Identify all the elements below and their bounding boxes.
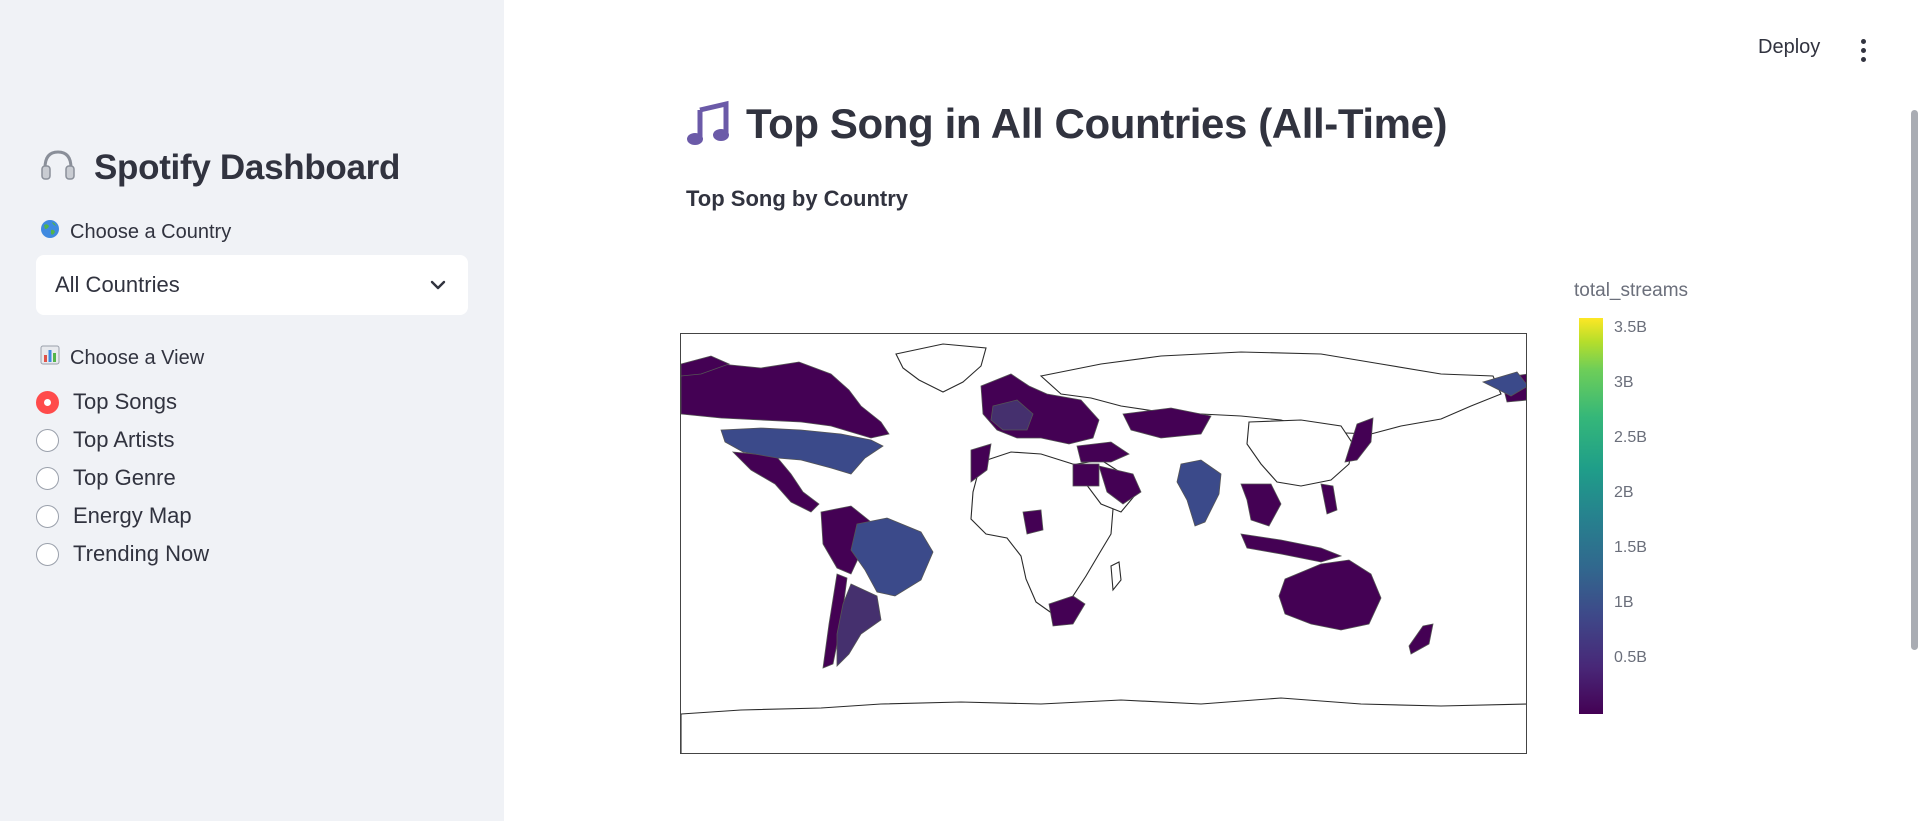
region-chile [822, 573, 848, 669]
region-kazakhstan [1122, 407, 1212, 439]
region-argentina [836, 583, 882, 667]
colorbar-tick-label: 3.5B [1614, 319, 1647, 336]
region-indonesia [1240, 533, 1343, 563]
radio-label: Energy Map [73, 503, 192, 528]
colorbar-tick-label: 1.5B [1614, 539, 1647, 556]
country-label-text: Choose a Country [70, 220, 232, 243]
region-india [1176, 459, 1222, 527]
region-western-europe [990, 399, 1034, 431]
radio-top-songs[interactable]: Top Songs [36, 383, 209, 421]
chevron-down-icon [427, 274, 449, 296]
map-svg [681, 343, 1526, 753]
region-brazil [850, 517, 934, 597]
sidebar: Spotify Dashboard Choose a Country All C… [0, 0, 504, 821]
region-nigeria [1022, 509, 1044, 535]
radio-trending-now[interactable]: Trending Now [36, 535, 209, 573]
region-united-states [720, 427, 884, 475]
country-label: Choose a Country [38, 219, 231, 245]
radio-top-artists[interactable]: Top Artists [36, 421, 209, 459]
region-saudi-arabia [1098, 465, 1142, 505]
region-middle-east [1076, 441, 1130, 463]
region-southeast-asia [1240, 483, 1282, 527]
music-note-icon [686, 100, 732, 148]
region-mexico [731, 451, 820, 513]
radio-circle[interactable] [36, 390, 59, 414]
radio-top-genre[interactable]: Top Genre [36, 459, 209, 497]
view-label: Choose a View [38, 345, 204, 371]
colorbar-tick-label: 2.5B [1614, 429, 1647, 446]
region-far-east-patch [1481, 371, 1526, 397]
deploy-button[interactable]: Deploy [1758, 36, 1821, 58]
radio-energy-map[interactable]: Energy Map [36, 497, 209, 535]
country-select[interactable]: All Countries [36, 255, 468, 315]
bar-chart-icon [38, 345, 62, 371]
region-south-africa [1048, 595, 1086, 627]
region-canada [681, 361, 890, 439]
country-select-value: All Countries [55, 272, 180, 297]
region-australia [1278, 559, 1382, 631]
colorbar-tick-label: 0.5B [1614, 649, 1647, 666]
region-alaska [681, 355, 731, 377]
colorbar-title: total_streams [1574, 280, 1689, 301]
region-japan [1344, 417, 1374, 463]
colorbar-tick-label: 1B [1614, 594, 1634, 611]
region-new-zealand [1408, 623, 1434, 655]
colorbar-tick-label: 2B [1614, 484, 1634, 501]
region-china [1246, 419, 1354, 487]
world-choropleth-map[interactable] [680, 333, 1527, 754]
sidebar-title: Spotify Dashboard [38, 145, 400, 191]
region-russia [1039, 351, 1502, 435]
view-label-text: Choose a View [70, 346, 205, 369]
colorbar-tick-label: 3B [1614, 374, 1634, 391]
radio-circle[interactable] [36, 428, 59, 452]
region-madagascar [1110, 561, 1122, 592]
page-title-text: Top Song in All Countries (All-Time) [746, 100, 1448, 147]
region-morocco [970, 443, 992, 483]
sidebar-title-text: Spotify Dashboard [94, 148, 401, 187]
view-radio-group: Top Songs Top Artists Top Genre Energy M… [36, 383, 209, 573]
radio-circle[interactable] [36, 466, 59, 490]
headphones-icon [38, 148, 78, 188]
kebab-menu-icon[interactable] [1852, 36, 1874, 64]
main-scrollbar[interactable] [1911, 110, 1918, 650]
colorbar [1579, 318, 1603, 714]
region-egypt [1072, 463, 1100, 487]
radio-label: Top Songs [73, 389, 177, 414]
chart-subheading: Top Song by Country [686, 186, 909, 211]
page-title: Top Song in All Countries (All-Time) [686, 100, 1448, 148]
radio-circle[interactable] [36, 504, 59, 528]
region-philippines [1320, 483, 1338, 515]
radio-label: Top Genre [73, 465, 176, 490]
region-antarctica [681, 697, 1526, 753]
radio-label: Trending Now [73, 541, 210, 566]
radio-circle[interactable] [36, 542, 59, 566]
globe-icon [38, 219, 62, 245]
region-greenland [895, 343, 987, 393]
radio-label: Top Artists [73, 427, 175, 452]
